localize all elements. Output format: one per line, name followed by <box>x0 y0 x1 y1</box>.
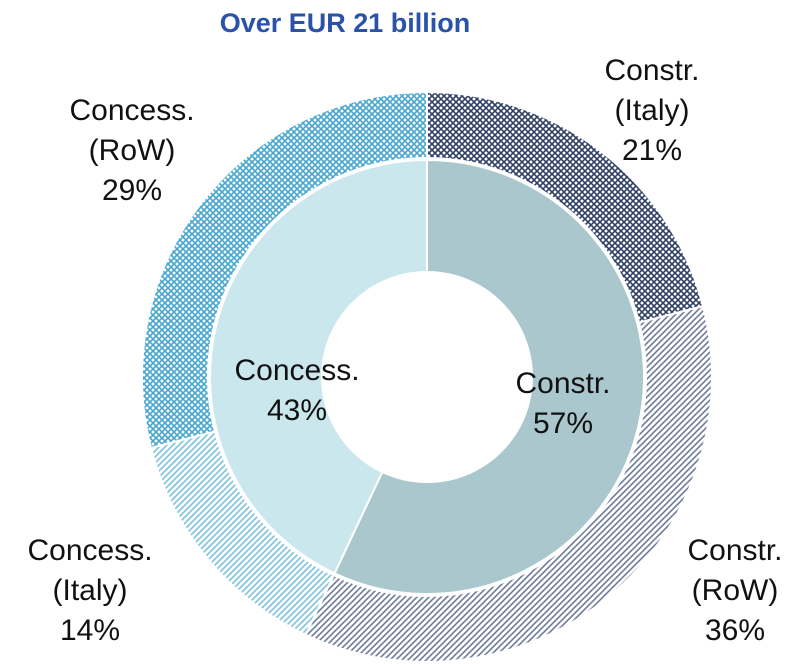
value-label: 36% <box>705 614 765 647</box>
segment-label: (Italy) <box>53 574 128 607</box>
segment-label: Concess. <box>234 354 359 387</box>
segment-label: (RoW) <box>692 574 779 607</box>
value-label: 14% <box>60 614 120 647</box>
value-label: 29% <box>102 174 162 207</box>
chart-title: Over EUR 21 billion <box>220 8 471 38</box>
value-label: 21% <box>622 134 682 167</box>
segment-label: Constr. <box>687 534 782 567</box>
segment-label: (Italy) <box>615 94 690 127</box>
donut-segment <box>304 304 713 663</box>
value-label: 43% <box>267 394 327 427</box>
donut-segment <box>209 158 428 575</box>
value-label: 57% <box>533 407 593 440</box>
segment-label: Constr. <box>515 367 610 400</box>
segment-label: (RoW) <box>89 134 176 167</box>
segment-label: Constr. <box>604 54 699 87</box>
segment-label: Concess. <box>69 94 194 127</box>
donut-segment <box>141 90 428 450</box>
segment-label: Concess. <box>27 534 152 567</box>
donut-segment <box>333 158 645 595</box>
